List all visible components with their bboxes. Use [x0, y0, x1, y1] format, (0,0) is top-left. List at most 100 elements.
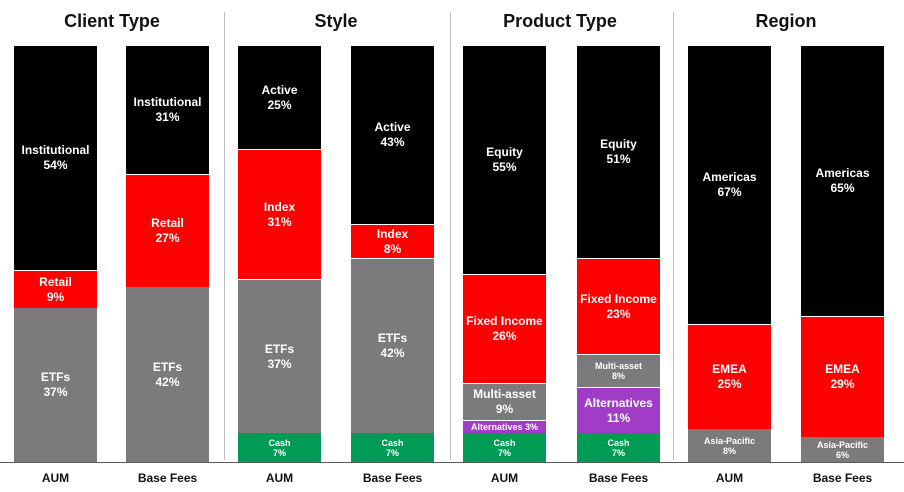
segment-label: Cash — [268, 437, 291, 448]
panel-divider — [450, 12, 451, 460]
segment-value-label: 31% — [267, 214, 292, 229]
segment-value-label: 9% — [495, 402, 514, 416]
bar-segment-client-type-base-fees-etfs: ETFs 42% — [126, 287, 209, 462]
segment-label: Multi-asset — [594, 361, 642, 371]
segment-value-label: 65% — [830, 181, 855, 195]
segment-value-label: 27% — [155, 231, 180, 245]
segment-label: Americas — [815, 166, 870, 180]
panel-divider — [224, 12, 225, 460]
x-axis-label-aum: AUM — [715, 471, 744, 485]
segment-label: Alternatives 3% — [470, 422, 539, 432]
segment-label: Retail — [151, 216, 184, 230]
bar-segment-product-type-base-fees-cash: Cash 7% — [577, 433, 660, 462]
bar-segment-client-type-aum-retail: Retail 9% — [14, 270, 97, 308]
bar-segment-region-base-fees-asia-pacific: Asia-Pacific 6% — [801, 437, 884, 462]
segment-label: ETFs — [152, 359, 183, 374]
bar-segment-product-type-aum-multi-asset: Multi-asset 9% — [463, 383, 546, 420]
bar-segment-product-type-aum-fixed-income: Fixed Income 26% — [463, 274, 546, 383]
segment-label: Equity — [600, 137, 637, 151]
x-axis-label-aum: AUM — [265, 471, 294, 485]
bar-segment-region-aum-emea: EMEA 25% — [688, 324, 771, 429]
x-axis-label-base-fees: Base Fees — [812, 471, 873, 485]
bar-segment-client-type-base-fees-retail: Retail 27% — [126, 174, 209, 287]
bar-segment-style-aum-etfs: ETFs 37% — [238, 279, 321, 433]
bar-segment-style-aum-active: Active 25% — [238, 45, 321, 149]
segment-label: Fixed Income — [580, 291, 657, 306]
chart-baseline — [0, 462, 904, 463]
segment-label: Multi-asset — [473, 387, 536, 401]
bar-segment-product-type-base-fees-fixed-income: Fixed Income 23% — [577, 258, 660, 354]
bar-segment-style-base-fees-index: Index 8% — [351, 224, 434, 258]
segment-label: EMEA — [712, 362, 747, 376]
segment-value-label: 7% — [272, 447, 286, 458]
bar-segment-product-type-base-fees-alternatives: Alternatives 11% — [577, 387, 660, 433]
panel-divider — [673, 12, 674, 460]
bar-segment-client-type-aum-institutional: Institutional 54% — [14, 45, 97, 270]
segment-label: Active — [374, 120, 411, 134]
segment-label: ETFs — [377, 331, 408, 345]
panel-title-client-type: Client Type — [64, 11, 160, 31]
segment-label: Fixed Income — [466, 314, 543, 328]
segment-value-label: 51% — [606, 152, 631, 166]
segment-value-label: 42% — [380, 346, 405, 360]
segment-value-label: 37% — [267, 356, 292, 371]
bar-segment-product-type-aum-equity: Equity 55% — [463, 45, 546, 274]
segment-value-label: 31% — [155, 110, 180, 124]
segment-value-label: 55% — [492, 160, 517, 174]
segment-label: Cash — [381, 437, 404, 448]
x-axis-label-base-fees: Base Fees — [137, 471, 198, 485]
segment-label: Alternatives — [584, 395, 653, 410]
panel-title-product-type: Product Type — [503, 11, 617, 31]
segment-value-label: 26% — [492, 329, 517, 343]
segment-label: Cash — [607, 437, 630, 448]
segment-value-label: 25% — [717, 377, 742, 391]
segment-value-label: 7% — [497, 447, 511, 458]
segment-label: Institutional — [21, 143, 90, 157]
segment-label: Cash — [493, 437, 516, 448]
segment-value-label: 67% — [717, 185, 742, 199]
panel-title-region: Region — [755, 11, 817, 31]
segment-value-label: 37% — [43, 385, 68, 399]
segment-value-label: 54% — [43, 158, 68, 172]
segment-value-label: 8% — [722, 445, 736, 456]
bar-segment-client-type-aum-etfs: ETFs 37% — [14, 308, 97, 462]
segment-value-label: 7% — [385, 447, 399, 458]
bar-segment-region-aum-americas: Americas 67% — [688, 45, 771, 324]
segment-label: Americas — [702, 170, 757, 184]
segment-label: Index — [263, 199, 296, 214]
segment-label: ETFs — [40, 370, 71, 384]
bar-segment-client-type-base-fees-institutional: Institutional 31% — [126, 45, 209, 174]
bar-segment-style-base-fees-active: Active 43% — [351, 45, 434, 224]
x-axis-label-aum: AUM — [490, 471, 519, 485]
bar-segment-region-base-fees-americas: Americas 65% — [801, 45, 884, 316]
bar-segment-style-base-fees-cash: Cash 7% — [351, 433, 434, 462]
segment-label: Active — [261, 82, 298, 97]
bar-segment-product-type-aum-cash: Cash 7% — [463, 433, 546, 462]
segment-value-label: 23% — [606, 306, 631, 321]
segment-value-label: 25% — [267, 97, 292, 112]
segment-label: ETFs — [264, 341, 295, 356]
segment-value-label: 8% — [611, 371, 625, 381]
segment-label: Retail — [39, 274, 72, 289]
bar-segment-style-aum-cash: Cash 7% — [238, 433, 321, 462]
bar-segment-style-base-fees-etfs: ETFs 42% — [351, 258, 434, 433]
segment-value-label: 8% — [383, 241, 402, 256]
bar-segment-product-type-base-fees-equity: Equity 51% — [577, 45, 660, 258]
bar-segment-style-aum-index: Index 31% — [238, 149, 321, 279]
x-axis-label-base-fees: Base Fees — [362, 471, 423, 485]
segment-value-label: 42% — [155, 374, 180, 389]
segment-label: Index — [376, 226, 409, 241]
segment-label: EMEA — [825, 362, 860, 376]
segment-value-label: 43% — [380, 135, 405, 149]
segment-label: Institutional — [133, 95, 202, 109]
panel-title-style: Style — [314, 11, 358, 31]
bar-segment-product-type-base-fees-multi-asset: Multi-asset 8% — [577, 354, 660, 387]
segment-value-label: 6% — [835, 449, 849, 460]
segment-label: Asia-Pacific — [816, 439, 869, 450]
bar-segment-product-type-aum-alternatives: Alternatives 3% — [463, 420, 546, 433]
x-axis-label-aum: AUM — [41, 471, 70, 485]
bar-segment-region-aum-asia-pacific: Asia-Pacific 8% — [688, 429, 771, 462]
segment-value-label: 7% — [611, 447, 625, 458]
segment-label: Equity — [486, 145, 523, 159]
